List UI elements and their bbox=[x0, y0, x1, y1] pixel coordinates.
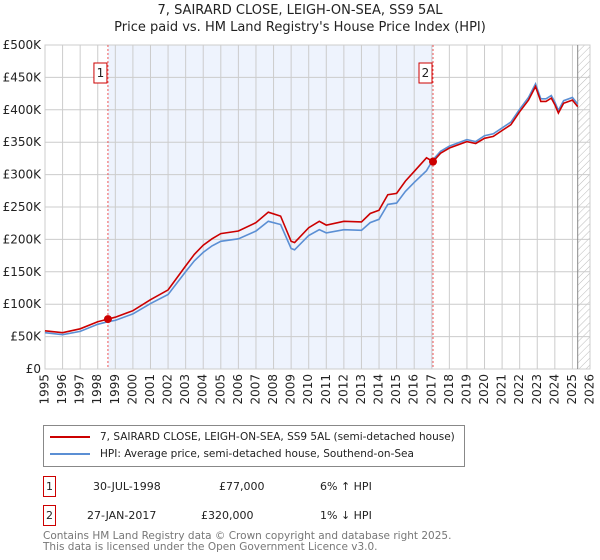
x-tick-label: 2015 bbox=[389, 374, 403, 405]
x-tick-label: 1997 bbox=[73, 374, 87, 405]
x-tick-label: 2014 bbox=[372, 374, 386, 405]
legend-swatch-red bbox=[50, 436, 90, 438]
x-tick-label: 2010 bbox=[301, 374, 315, 405]
sale-row-2: 2 27-JAN-2017 £320,000 1% ↓ HPI bbox=[43, 505, 543, 527]
x-tick-label: 1995 bbox=[38, 374, 52, 405]
chart-title: 7, SAIRARD CLOSE, LEIGH-ON-SEA, SS9 5AL bbox=[157, 3, 443, 18]
y-tick-label: £400K bbox=[3, 103, 43, 117]
sale-marker-box bbox=[418, 62, 433, 84]
x-tick-label: 2011 bbox=[319, 374, 333, 405]
sale-date: 30-JUL-1998 bbox=[93, 480, 161, 493]
legend-swatch-blue bbox=[50, 453, 90, 455]
sale-price: £77,000 bbox=[219, 480, 265, 493]
footer-line-2: This data is licensed under the Open Gov… bbox=[43, 541, 378, 553]
price-chart: 1995 1996 1997 1998 1999 2000 2001 2002 2003 2004… bbox=[3, 38, 597, 405]
x-tick-label: 1996 bbox=[55, 374, 69, 405]
y-tick-label: £100K bbox=[3, 297, 43, 311]
y-tick-label: £350K bbox=[3, 135, 43, 149]
x-tick-label: 2008 bbox=[266, 374, 280, 405]
y-tick-label: £500K bbox=[3, 38, 43, 52]
legend-hpi: HPI: Average price, semi-detached house,… bbox=[100, 448, 414, 460]
x-tick-label: 1998 bbox=[90, 374, 104, 405]
y-tick-label: £50K bbox=[10, 330, 42, 344]
y-tick-label: £300K bbox=[3, 168, 43, 182]
sale-marker-label: 2 bbox=[422, 66, 430, 80]
legend-property: 7, SAIRARD CLOSE, LEIGH-ON-SEA, SS9 5AL … bbox=[100, 431, 455, 443]
sale-hpi-diff: 6% ↑ HPI bbox=[320, 480, 372, 493]
x-tick-label: 2006 bbox=[231, 374, 245, 405]
sale-marker-label: 1 bbox=[97, 66, 105, 80]
x-tick-label: 2009 bbox=[284, 374, 298, 405]
x-tick-label: 2004 bbox=[196, 374, 210, 405]
sale-date: 27-JAN-2017 bbox=[87, 509, 157, 522]
x-tick-label: 2023 bbox=[530, 374, 544, 405]
hpi-line bbox=[44, 81, 579, 336]
y-tick-label: £200K bbox=[3, 232, 43, 246]
x-tick-label: 2026 bbox=[583, 374, 597, 405]
sale-hpi-diff: 1% ↓ HPI bbox=[320, 509, 372, 522]
x-tick-label: 1999 bbox=[108, 374, 122, 405]
x-tick-label: 2013 bbox=[354, 374, 368, 405]
x-tick-label: 2005 bbox=[213, 374, 227, 405]
x-tick-label: 2025 bbox=[565, 374, 579, 405]
legend: 7, SAIRARD CLOSE, LEIGH-ON-SEA, SS9 5AL … bbox=[43, 425, 465, 467]
y-tick-label: £450K bbox=[3, 70, 43, 84]
x-tick-label: 2017 bbox=[424, 374, 438, 405]
x-tick-label: 2012 bbox=[336, 374, 350, 405]
y-tick-label: £250K bbox=[3, 200, 43, 214]
footer-line-1: Contains HM Land Registry data © Crown c… bbox=[43, 530, 452, 542]
sale-point bbox=[429, 157, 438, 166]
sale-row-1: 1 30-JUL-1998 £77,000 6% ↑ HPI bbox=[43, 476, 543, 498]
x-tick-label: 2019 bbox=[459, 374, 473, 405]
x-tick-label: 2003 bbox=[178, 374, 192, 405]
property-price-line bbox=[44, 84, 579, 334]
sale-badge: 2 bbox=[43, 505, 56, 526]
plot-border bbox=[44, 44, 591, 370]
x-tick-label: 2001 bbox=[143, 374, 157, 405]
sale-point bbox=[103, 315, 112, 324]
x-tick-label: 2020 bbox=[477, 374, 491, 405]
x-tick-label: 2018 bbox=[442, 374, 456, 405]
sale-price: £320,000 bbox=[201, 509, 254, 522]
sale-badge: 1 bbox=[43, 476, 56, 497]
y-tick-label: £150K bbox=[3, 265, 43, 279]
x-tick-label: 2002 bbox=[161, 374, 175, 405]
x-tick-label: 2024 bbox=[547, 374, 561, 405]
sale-marker-box bbox=[93, 62, 108, 84]
y-tick-label: £0 bbox=[26, 362, 41, 376]
chart-subtitle: Price paid vs. HM Land Registry's House … bbox=[114, 20, 486, 35]
x-tick-label: 2021 bbox=[495, 374, 509, 405]
x-tick-label: 2016 bbox=[407, 374, 421, 405]
x-tick-label: 2000 bbox=[125, 374, 139, 405]
footer: Contains HM Land Registry data © Crown c… bbox=[43, 531, 451, 553]
x-tick-label: 2022 bbox=[512, 374, 526, 405]
x-tick-label: 2007 bbox=[248, 374, 262, 405]
